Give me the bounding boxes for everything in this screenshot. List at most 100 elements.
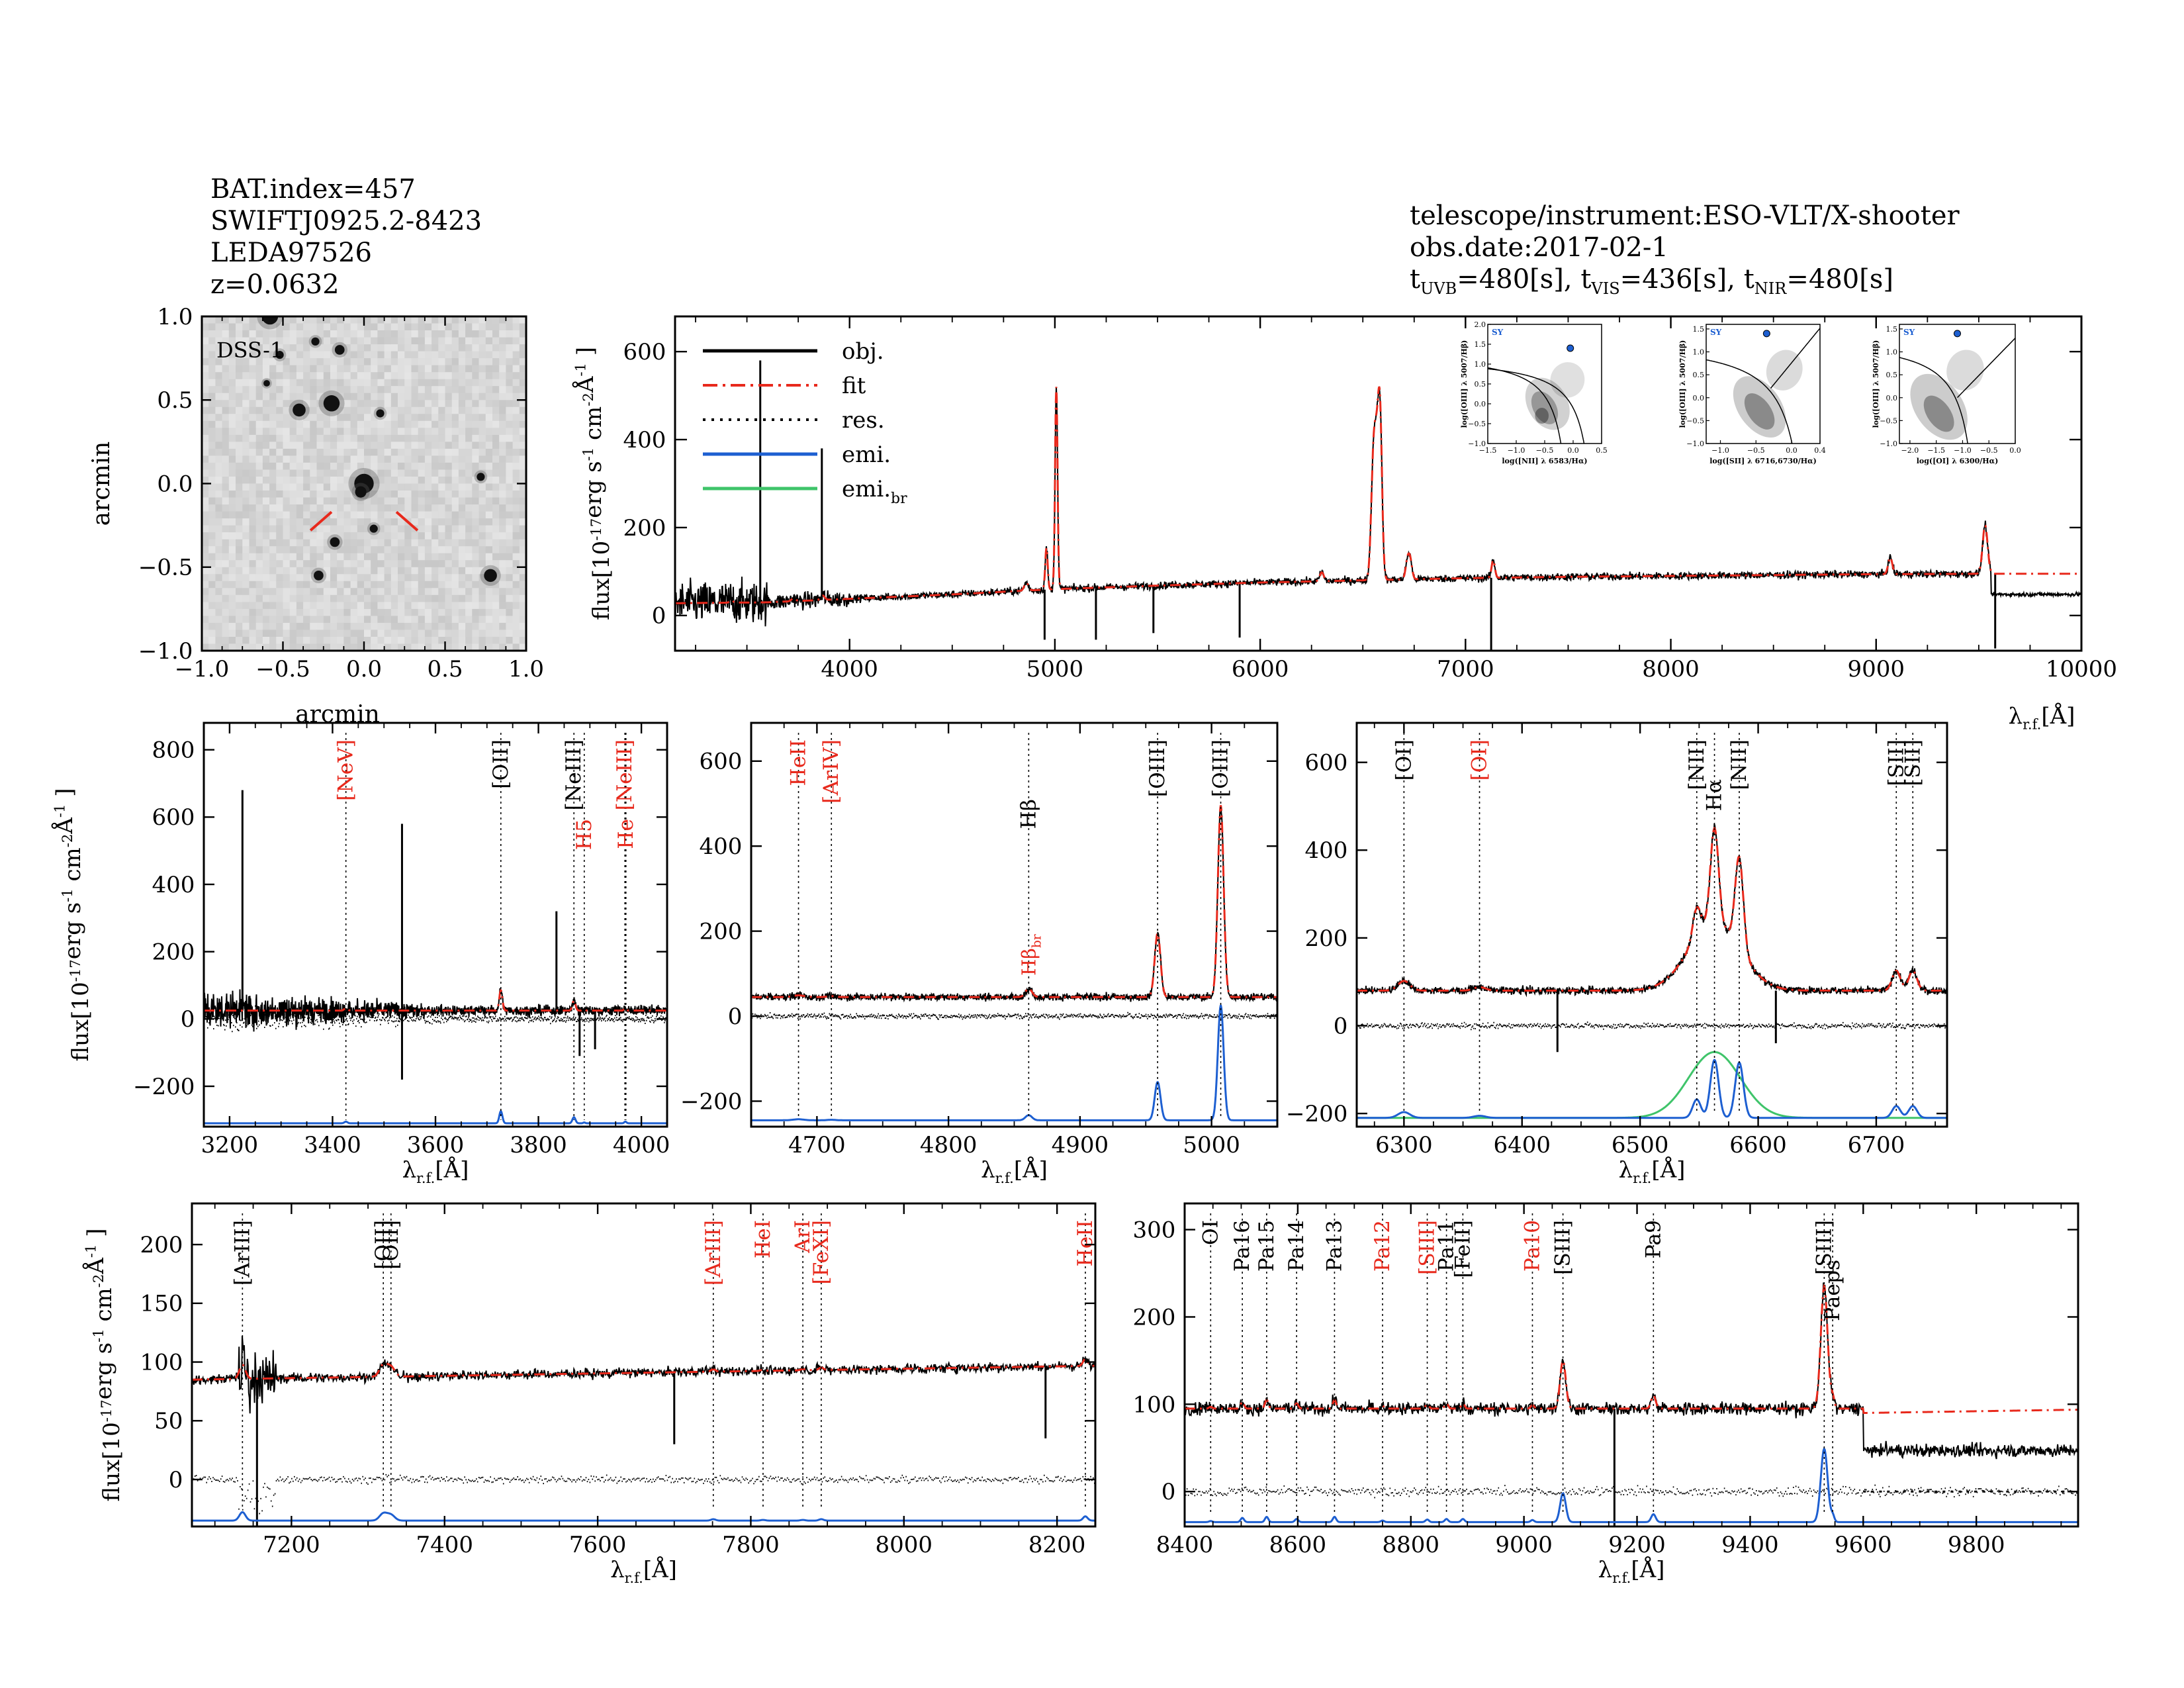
x-tick-label: 9400 <box>1721 1532 1779 1558</box>
x-axis-label: log([OI] λ 6300/Hα) <box>1917 457 1999 465</box>
target-marker <box>395 510 419 532</box>
star <box>293 403 306 417</box>
legend-label-1: obj. <box>842 338 884 365</box>
panel-full: 4000 5000 6000 7000 8000 9000 10000 0 200 400 600 f… <box>572 315 2117 733</box>
line-label: [NeV] <box>334 739 358 801</box>
x-tick-label: 8000 <box>876 1532 933 1558</box>
header-left: BAT.index=457 SWIFTJ0925.2-8423 LEDA9752… <box>210 173 482 301</box>
demarcation-curve <box>1706 359 1793 444</box>
x-tick-label: 3800 <box>510 1132 567 1158</box>
y-tick-label: 0 <box>181 1006 195 1033</box>
line-label: Hβ <box>1017 799 1040 829</box>
fit-spectrum <box>192 1358 1095 1381</box>
line-label: [SIII] <box>1551 1220 1575 1275</box>
image-label: DSS-1 <box>216 338 283 363</box>
x-axis-label: λr.f.[Å] <box>1598 1556 1665 1587</box>
star <box>334 345 345 355</box>
line-label: Pa15 <box>1255 1220 1279 1272</box>
y-tick-label: 400 <box>1304 837 1347 864</box>
star <box>477 473 485 481</box>
plot-area <box>202 316 526 651</box>
x-axis-label: λr.f.[Å] <box>2009 702 2075 733</box>
x-tick-label: 4000 <box>613 1132 670 1158</box>
x-tick-label: −1.0 <box>1508 446 1525 455</box>
source-point <box>1567 344 1574 352</box>
x-tick-label: 7000 <box>1437 656 1494 682</box>
line-label: [OII] <box>371 1220 395 1270</box>
x-axis-label: λr.f.[Å] <box>981 1156 1048 1187</box>
line-label: [FeII] <box>1451 1220 1475 1278</box>
x-tick-label: 7200 <box>263 1532 320 1558</box>
emission-model <box>192 1511 1095 1522</box>
x-tick-label: 8800 <box>1383 1532 1440 1558</box>
y-tick-label: 0 <box>169 1467 183 1493</box>
y-tick-label: 0.0 <box>1886 394 1898 402</box>
y-tick-label: 2.0 <box>1475 320 1486 329</box>
axes-frame <box>674 315 2083 652</box>
y-tick-label: 200 <box>152 939 195 966</box>
y-tick-label: 200 <box>1304 925 1347 952</box>
line-label: [OII] <box>489 739 513 789</box>
line-label: [SIII] <box>1812 1220 1836 1275</box>
y-tick-label: 1.0 <box>157 304 193 330</box>
y-tick-label: 400 <box>623 427 666 453</box>
y-tick-label: 600 <box>1304 750 1347 776</box>
observed-spectrum <box>1185 1282 2078 1460</box>
star <box>355 486 367 498</box>
y-tick-label: 0.5 <box>157 387 193 414</box>
plot-area <box>751 733 1277 1121</box>
y-tick-label: −1.0 <box>138 638 193 665</box>
x-tick-label: −1.0 <box>1711 446 1729 455</box>
x-tick-label: 8400 <box>1156 1532 1214 1558</box>
emission-model <box>751 1004 1277 1121</box>
y-tick-label: 0 <box>1161 1479 1176 1505</box>
y-tick-label: −0.5 <box>138 555 193 581</box>
x-tick-label: 0.0 <box>1567 446 1579 455</box>
x-tick-label: 6700 <box>1848 1132 1905 1158</box>
instrument-text: telescope/instrument:ESO-VLT/X-shooter <box>1410 201 1960 231</box>
legend-label-2: fit <box>842 373 866 399</box>
counterpart-name-text: LEDA97526 <box>210 238 372 268</box>
class-label: SY <box>1903 328 1915 337</box>
star <box>376 409 385 418</box>
y-tick-label: 800 <box>152 737 195 764</box>
observed-spectrum <box>1357 823 1947 998</box>
line-label: HeII <box>1073 1220 1097 1266</box>
y-tick-label: −1.0 <box>1880 440 1897 448</box>
x-axis-label: λr.f.[Å] <box>610 1556 677 1587</box>
line-label: Hα <box>1703 779 1727 811</box>
line-label: [OI] <box>1468 739 1492 780</box>
y-tick-label: 0.0 <box>1475 400 1486 408</box>
fit-spectrum <box>1185 1283 2078 1414</box>
line-label: [ArIII] <box>230 1220 254 1286</box>
line-label: [NII] <box>1685 739 1709 790</box>
line-label: [OIII] <box>1209 739 1233 797</box>
x-axis-label: λr.f.[Å] <box>402 1156 469 1187</box>
star <box>323 395 340 412</box>
panel-bpt2: −1.0 −0.5 0.0 0.4 −1.0 −0.5 0.0 0.5 1.0 1.5 SY log(… <box>1678 324 1826 465</box>
y-tick-label: −0.5 <box>1468 420 1486 428</box>
x-tick-label: −0.5 <box>255 656 310 682</box>
y-tick-label: 1.5 <box>1886 325 1898 334</box>
x-axis-label: λr.f.[Å] <box>1619 1156 1686 1187</box>
x-tick-label: −0.5 <box>1747 446 1765 455</box>
swift-name-text: SWIFTJ0925.2-8423 <box>210 206 482 236</box>
plot-area <box>675 360 2081 651</box>
x-tick-label: −1.0 <box>1954 446 1972 455</box>
line-label: [SII] <box>1901 739 1925 786</box>
x-tick-label: 5000 <box>1183 1132 1240 1158</box>
x-tick-label: 0.4 <box>1814 446 1826 455</box>
x-tick-label: 4000 <box>821 656 878 682</box>
panel-p2: HeII [ArIV] Hβ [OIII] [OIII] Hβbr 4700 4800 4900… <box>680 722 1279 1187</box>
fit-spectrum <box>204 989 667 1012</box>
demarcation-curve <box>1899 357 1968 444</box>
header-right: telescope/instrument:ESO-VLT/X-shooter o… <box>1410 200 1960 305</box>
density-contour <box>1531 391 1559 424</box>
x-tick-label: 0.5 <box>1596 446 1608 455</box>
line-label: Pa12 <box>1371 1220 1394 1272</box>
y-tick-label: −200 <box>133 1074 195 1100</box>
density-contour <box>1535 408 1549 424</box>
x-tick-label: 9200 <box>1608 1532 1666 1558</box>
axes-frame <box>203 722 668 1128</box>
y-tick-label: 600 <box>699 749 742 775</box>
